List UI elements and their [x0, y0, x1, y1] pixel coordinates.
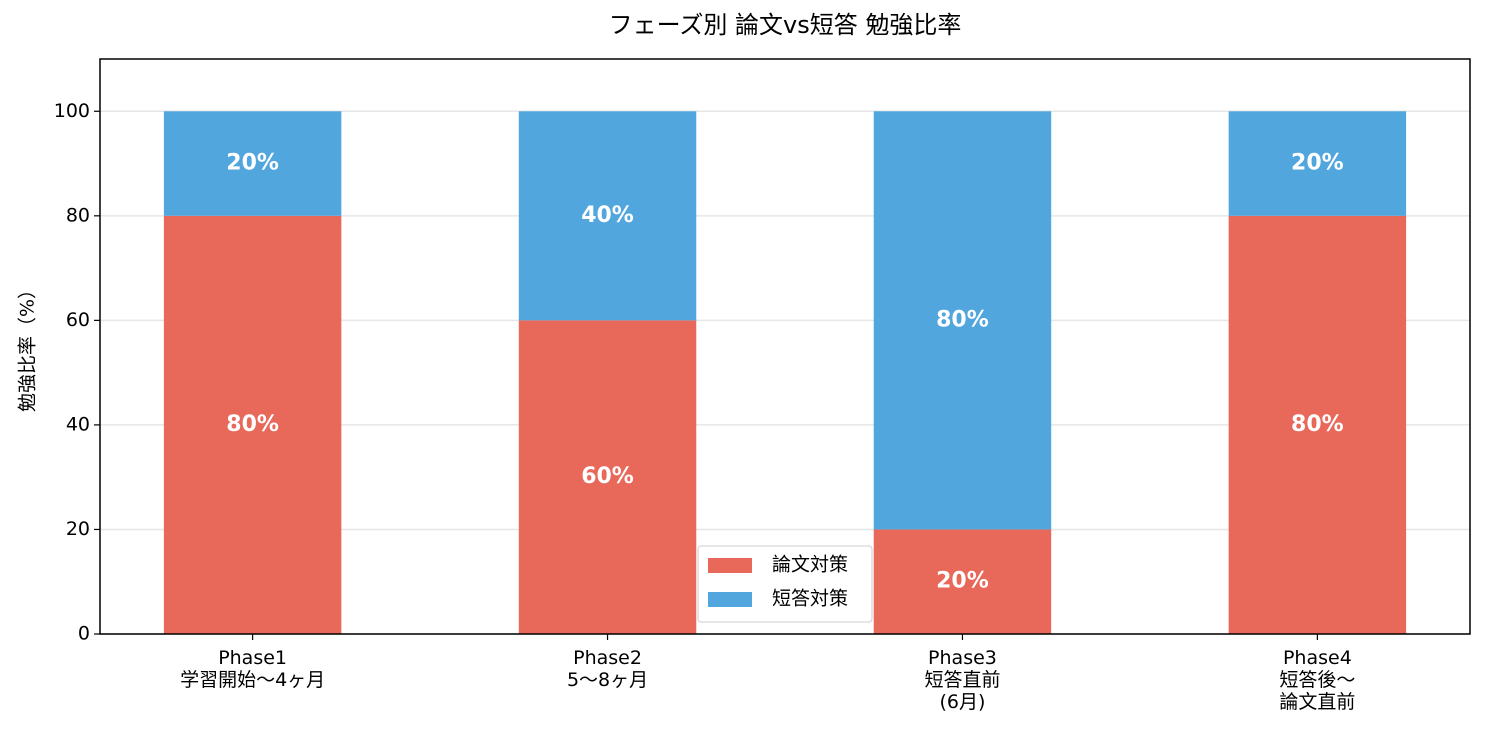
legend-swatch [708, 592, 752, 607]
bar-segment [163, 215, 342, 634]
bar-segment [518, 320, 697, 634]
bar-segment [873, 529, 1052, 634]
x-tick-label: Phase2 5〜8ヶ月 [567, 647, 648, 691]
value-label: 60% [581, 464, 634, 489]
plot-frame [99, 58, 1471, 635]
legend-label: 短答対策 [772, 588, 848, 610]
value-label: 20% [936, 569, 989, 594]
y-tick-label: 60 [66, 309, 90, 331]
y-tick-label: 0 [78, 623, 90, 645]
chart-title: フェーズ別 論文vs短答 勉強比率 [609, 11, 962, 39]
bar-segment [873, 111, 1052, 530]
legend-label: 論文対策 [772, 554, 848, 576]
x-tick-label: Phase4 短答後〜論文直前 [1279, 647, 1355, 713]
value-label: 80% [1291, 412, 1344, 437]
value-label: 80% [936, 307, 989, 332]
bar-segment [1228, 215, 1407, 634]
x-tick-label: Phase1 学習開始〜4ヶ月 [180, 647, 325, 691]
value-label: 80% [226, 412, 279, 437]
y-tick-label: 40 [66, 413, 90, 435]
bar-segment [518, 111, 697, 321]
legend-swatch [708, 558, 752, 573]
y-tick-label: 20 [66, 518, 90, 540]
value-label: 20% [226, 151, 279, 176]
x-tick-label: Phase3 短答直前(6月) [924, 647, 1000, 713]
value-label: 20% [1291, 151, 1344, 176]
bar-segment [163, 111, 342, 216]
y-axis-label: 勉強比率（%） [17, 280, 39, 412]
value-label: 40% [581, 203, 634, 228]
y-tick-label: 80 [66, 204, 90, 226]
bar-segment [1228, 111, 1407, 216]
y-tick-label: 100 [54, 100, 90, 122]
